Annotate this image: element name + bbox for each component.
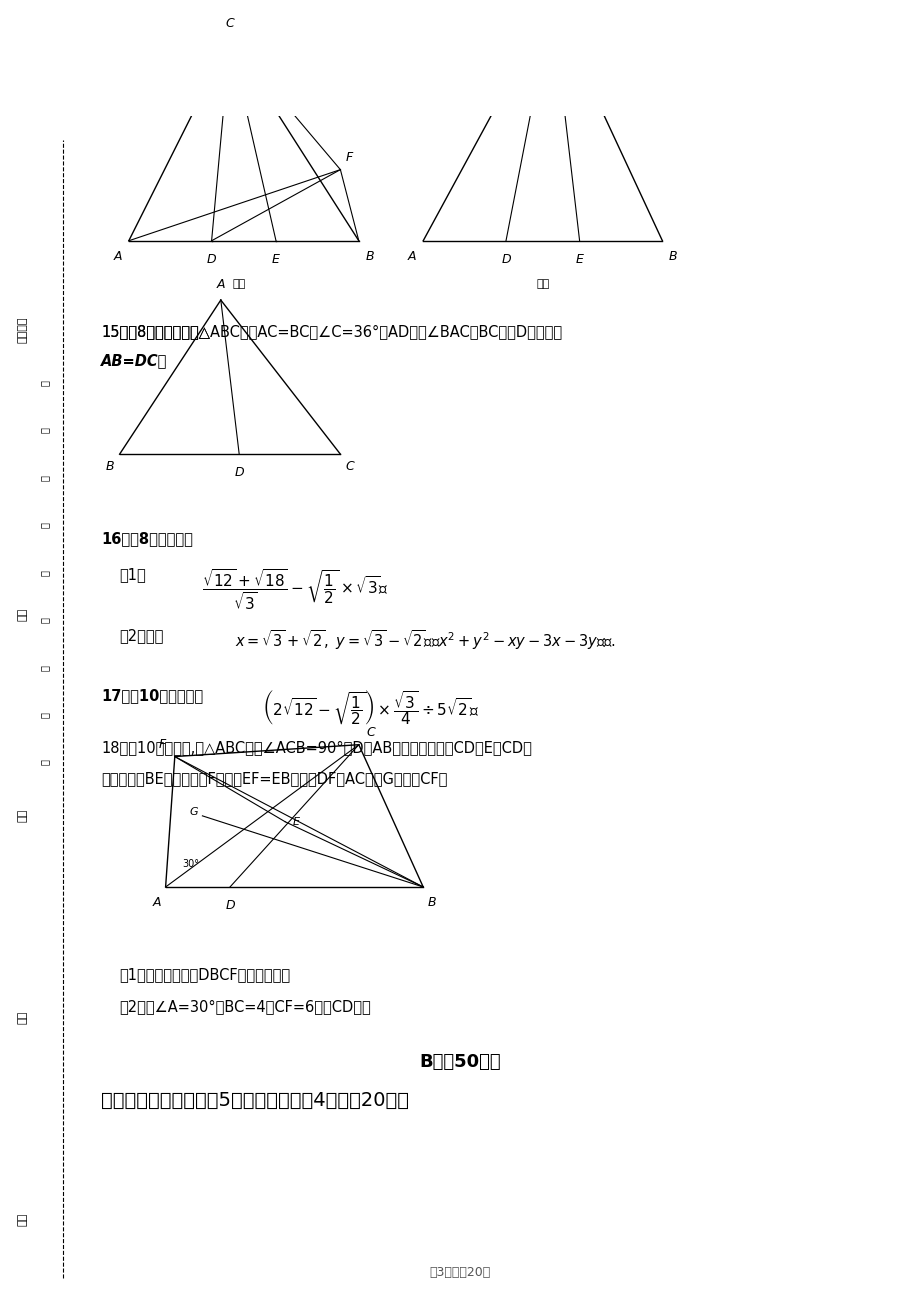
Text: 对: 对 bbox=[40, 712, 50, 717]
Text: 准考证号: 准考证号 bbox=[18, 316, 28, 342]
Text: G: G bbox=[189, 807, 198, 818]
Text: C: C bbox=[366, 725, 375, 738]
Text: B: B bbox=[427, 897, 436, 910]
Text: $x=\sqrt{3}+\sqrt{2},\ y=\sqrt{3}-\sqrt{2}$，求$x^2+y^2-xy-3x-3y$的值.: $x=\sqrt{3}+\sqrt{2},\ y=\sqrt{3}-\sqrt{… bbox=[234, 629, 615, 652]
Text: 内: 内 bbox=[40, 570, 50, 575]
Text: 学校: 学校 bbox=[18, 1212, 28, 1225]
Text: D: D bbox=[207, 253, 216, 266]
Text: F: F bbox=[346, 151, 353, 164]
Text: B: B bbox=[106, 460, 115, 473]
Text: 17、（10分）计算：: 17、（10分）计算： bbox=[101, 687, 203, 703]
Text: A: A bbox=[407, 250, 416, 263]
Text: B: B bbox=[668, 250, 677, 263]
Text: AB=DC．: AB=DC． bbox=[101, 353, 167, 368]
Text: D: D bbox=[234, 466, 244, 479]
Text: （2）若∠A=30°，BC=4，CF=6，求CD的长: （2）若∠A=30°，BC=4，CF=6，求CD的长 bbox=[119, 1000, 371, 1014]
Text: 中点，连接BE并延长至点F，使得EF=EB，连接DF交AC于点G，连接CF，: 中点，连接BE并延长至点F，使得EF=EB，连接DF交AC于点G，连接CF， bbox=[101, 771, 447, 786]
Text: 一、填空题（本大题共5个小题，每小题4分，共20分）: 一、填空题（本大题共5个小题，每小题4分，共20分） bbox=[101, 1091, 409, 1109]
Text: 图１: 图１ bbox=[233, 279, 245, 289]
Text: E: E bbox=[292, 816, 300, 827]
Text: 密: 密 bbox=[40, 759, 50, 766]
Text: 要: 要 bbox=[40, 475, 50, 480]
Text: C: C bbox=[345, 460, 354, 473]
Text: （1）求证：四边形DBCF是平行四边形: （1）求证：四边形DBCF是平行四边形 bbox=[119, 967, 290, 983]
Text: 考场: 考场 bbox=[18, 608, 28, 621]
Text: 姓名: 姓名 bbox=[18, 810, 28, 823]
Text: 第3页，共20页: 第3页，共20页 bbox=[429, 1267, 490, 1280]
Text: E: E bbox=[575, 253, 583, 266]
Text: 答: 答 bbox=[40, 380, 50, 385]
Text: D: D bbox=[225, 898, 234, 911]
Text: 线: 线 bbox=[40, 617, 50, 624]
Text: E: E bbox=[272, 253, 279, 266]
Text: A: A bbox=[113, 250, 122, 263]
Text: B: B bbox=[365, 250, 374, 263]
Text: 封: 封 bbox=[40, 665, 50, 671]
Text: $\left(2\sqrt{12}-\sqrt{\dfrac{1}{2}}\right)\times\dfrac{\sqrt{3}}{4}\div5\sqrt{: $\left(2\sqrt{12}-\sqrt{\dfrac{1}{2}}\ri… bbox=[262, 687, 479, 727]
Text: 15、（8分）如图，在△: 15、（8分）如图，在△ bbox=[101, 324, 210, 339]
Text: C: C bbox=[225, 17, 234, 30]
Text: （1）: （1） bbox=[119, 566, 146, 582]
Text: 30°: 30° bbox=[182, 859, 199, 870]
Text: A: A bbox=[216, 277, 225, 290]
Text: 不: 不 bbox=[40, 522, 50, 529]
Text: （2）已知: （2）已知 bbox=[119, 629, 164, 643]
Text: A: A bbox=[153, 897, 161, 910]
Text: $\dfrac{\sqrt{12}+\sqrt{18}}{\sqrt{3}}-\sqrt{\dfrac{1}{2}}\times\sqrt{3}$；: $\dfrac{\sqrt{12}+\sqrt{18}}{\sqrt{3}}-\… bbox=[202, 566, 389, 612]
Text: 班级: 班级 bbox=[18, 1010, 28, 1025]
Text: 15、（8分）如图，在△ABC中，AC=BC，∠C=36°，AD平分∠BAC交BC于点D．求证：: 15、（8分）如图，在△ABC中，AC=BC，∠C=36°，AD平分∠BAC交B… bbox=[101, 324, 562, 339]
Text: 答: 答 bbox=[40, 427, 50, 434]
Text: D: D bbox=[501, 253, 510, 266]
Text: F: F bbox=[158, 738, 165, 751]
Text: B卷（50分）: B卷（50分） bbox=[419, 1053, 500, 1072]
Text: 图２: 图２ bbox=[536, 279, 549, 289]
Text: 16、（8分）计算：: 16、（8分）计算： bbox=[101, 531, 193, 547]
Text: 18、（10分）如图,在△ABC中，∠ACB=90°，D为AB边上一点，连接CD，E为CD的: 18、（10分）如图,在△ABC中，∠ACB=90°，D为AB边上一点，连接CD… bbox=[101, 740, 531, 755]
